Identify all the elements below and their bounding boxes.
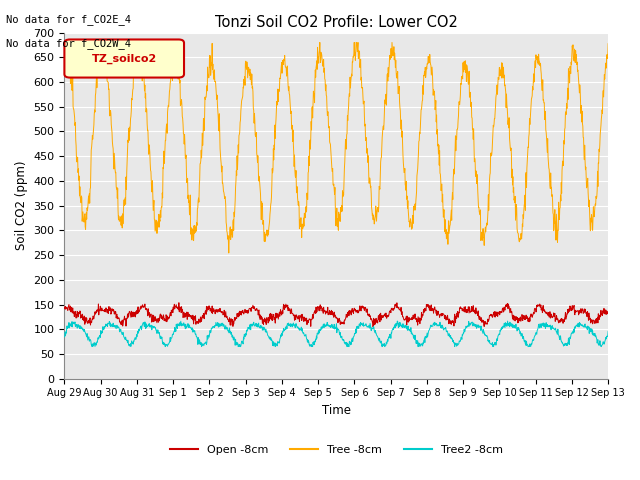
FancyBboxPatch shape [65,39,184,78]
Open -8cm [243,308,250,313]
Open -8cm [61,305,68,311]
Tree2 -8cm [243,327,250,333]
Tree -8cm [182,156,189,161]
Tree -8cm [61,55,68,60]
Y-axis label: Soil CO2 (ppm): Soil CO2 (ppm) [15,161,28,251]
Title: Tonzi Soil CO2 Profile: Lower CO2: Tonzi Soil CO2 Profile: Lower CO2 [215,15,458,30]
Tree -8cm [168,77,176,83]
X-axis label: Time: Time [322,404,351,417]
Tree -8cm [421,64,429,70]
Open -8cm [421,308,429,314]
Tree2 -8cm [492,342,500,348]
Open -8cm [604,310,612,316]
Tree -8cm [604,41,612,47]
Tree -8cm [225,250,232,256]
Open -8cm [175,300,183,306]
Tree2 -8cm [421,340,429,346]
Tree2 -8cm [61,334,68,340]
Tree2 -8cm [182,322,189,327]
Text: No data for f_CO2W_4: No data for f_CO2W_4 [6,38,131,49]
Text: TZ_soilco2: TZ_soilco2 [92,53,157,64]
Line: Tree -8cm: Tree -8cm [65,42,608,253]
Line: Tree2 -8cm: Tree2 -8cm [65,321,608,347]
Tree2 -8cm [540,324,548,329]
Tree2 -8cm [161,344,169,349]
Text: No data for f_CO2E_4: No data for f_CO2E_4 [6,14,131,25]
Open -8cm [492,309,500,315]
Tree -8cm [243,59,251,65]
Tree2 -8cm [168,332,176,337]
Open -8cm [182,314,189,320]
Tree -8cm [492,92,500,97]
Open -8cm [540,308,548,313]
Line: Open -8cm: Open -8cm [65,303,608,327]
Tree -8cm [540,100,548,106]
Open -8cm [168,310,176,315]
Tree -8cm [62,39,70,45]
Tree2 -8cm [504,318,511,324]
Open -8cm [369,324,377,330]
Legend: Open -8cm, Tree -8cm, Tree2 -8cm: Open -8cm, Tree -8cm, Tree2 -8cm [166,441,507,460]
Tree2 -8cm [604,328,612,334]
